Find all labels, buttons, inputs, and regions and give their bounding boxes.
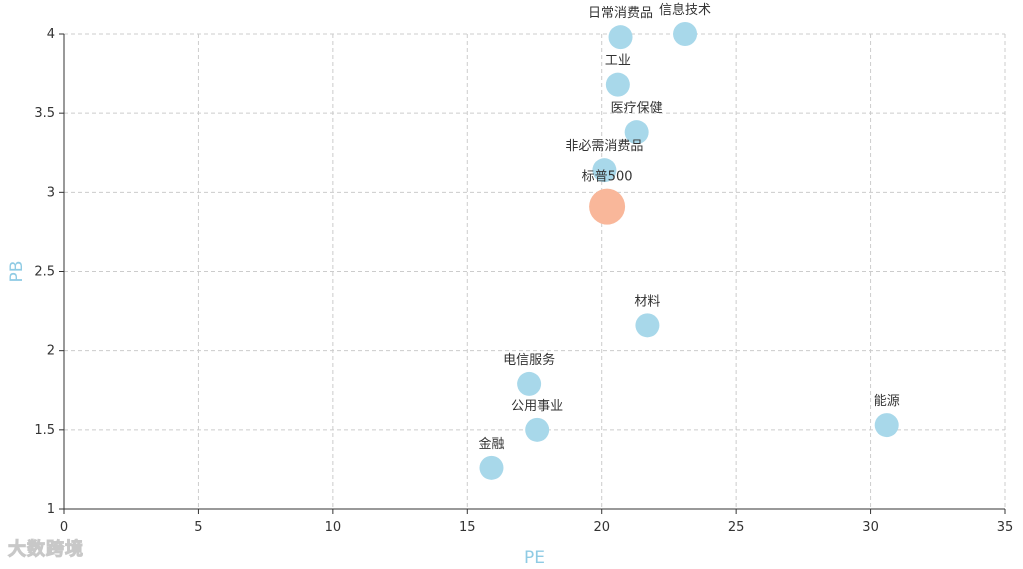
- benchmark-point[interactable]: [589, 188, 626, 225]
- data-point[interactable]: [605, 72, 630, 97]
- y-axis-title: PB: [7, 261, 27, 283]
- y-tick-label: 3: [47, 185, 55, 200]
- ticks: 0 5 10 15 20 25 30 35 1 1.5 2 2.5 3 3.5 4: [34, 27, 1013, 535]
- x-tick-label: 30: [862, 520, 879, 535]
- y-tick-label: 2: [47, 344, 55, 359]
- x-tick-label: 10: [325, 520, 342, 535]
- data-point[interactable]: [673, 22, 698, 46]
- x-tick-label: 15: [459, 520, 476, 535]
- point-label: 材料: [634, 294, 660, 309]
- data-point[interactable]: [592, 158, 617, 183]
- data-point[interactable]: [608, 25, 633, 50]
- y-tick-label: 4: [47, 27, 55, 42]
- point-label: 非必需消费品: [565, 139, 643, 154]
- point-label: 能源: [874, 394, 900, 409]
- y-tick-label: 2.5: [34, 265, 55, 280]
- x-axis-title: PE: [524, 548, 545, 568]
- y-tick-label: 3.5: [34, 106, 55, 121]
- point-label: 工业: [605, 54, 631, 69]
- point-label: 标普500: [582, 170, 633, 185]
- x-tick-label: 0: [60, 520, 68, 535]
- data-point[interactable]: [479, 455, 504, 480]
- point-label: 电信服务: [503, 352, 555, 368]
- point-label: 公用事业: [511, 399, 563, 414]
- x-tick-label: 20: [593, 520, 610, 535]
- data-point[interactable]: [635, 313, 660, 338]
- point-label: 医疗保健: [611, 101, 663, 116]
- watermark-logo: 大数跨境: [8, 539, 84, 561]
- data-point[interactable]: [624, 120, 649, 145]
- y-tick-label: 1.5: [34, 423, 55, 438]
- data-point[interactable]: [517, 371, 542, 396]
- y-tick-label: 1: [47, 502, 55, 517]
- x-tick-label: 25: [728, 520, 745, 535]
- x-tick-label: 35: [997, 520, 1014, 535]
- point-label: 金融: [478, 436, 504, 452]
- point-label: 日常消费品: [588, 6, 653, 21]
- data-point[interactable]: [525, 417, 550, 442]
- point-label: 信息技术: [659, 2, 711, 18]
- x-tick-label: 5: [194, 520, 202, 535]
- data-point[interactable]: [874, 413, 899, 438]
